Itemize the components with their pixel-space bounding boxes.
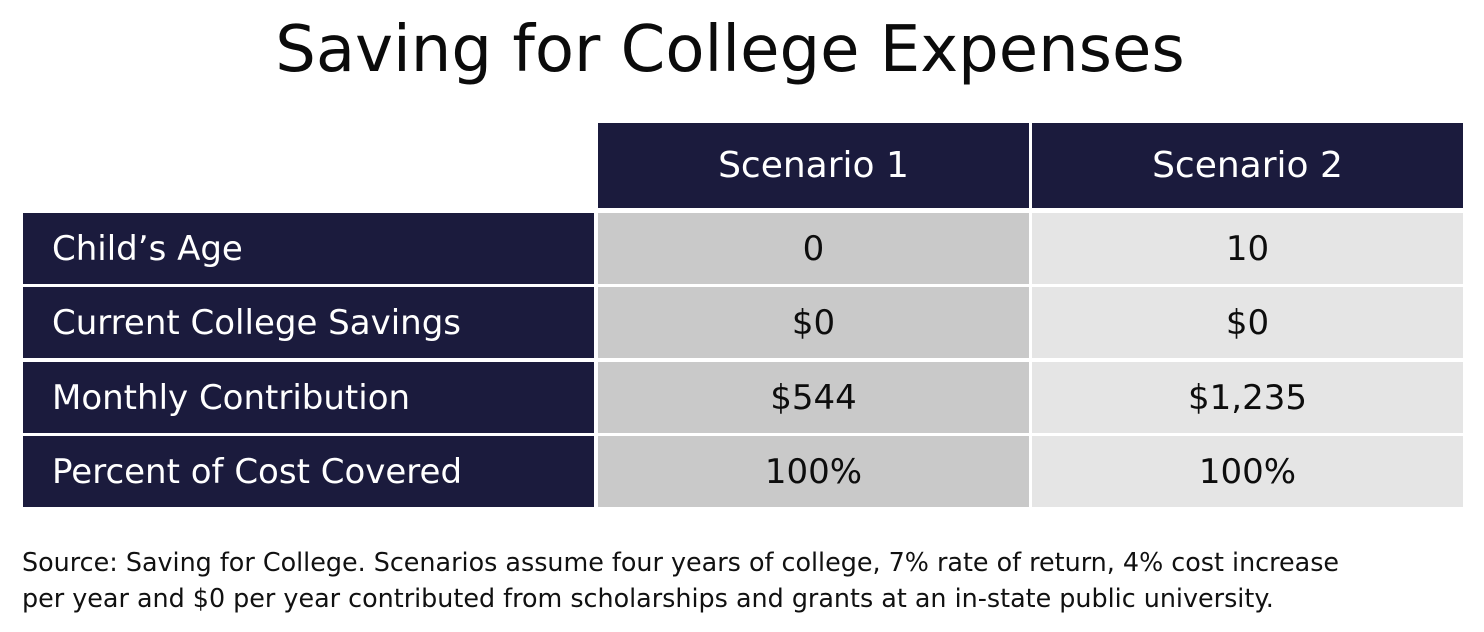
table-cell-row-4-scenario-2: 100% [1032, 436, 1463, 507]
table-cell-row-2-scenario-1: $0 [598, 287, 1029, 358]
row-label-4: Percent of Cost Covered [23, 436, 594, 507]
column-header-scenario-2: Scenario 2 [1032, 123, 1463, 208]
table-cell-row-4-scenario-1: 100% [598, 436, 1029, 507]
column-header-scenario-1: Scenario 1 [598, 123, 1029, 208]
table-cell-row-1-scenario-1: 0 [598, 213, 1029, 284]
source-footnote: Source: Saving for College. Scenarios as… [22, 544, 1472, 616]
table-cell-row-2-scenario-2: $0 [1032, 287, 1463, 358]
page-title: Saving for College Expenses [275, 13, 1185, 87]
row-label-2: Current College Savings [23, 287, 594, 358]
source-footnote-line-2: per year and $0 per year contributed fro… [22, 583, 1274, 613]
source-footnote-line-1: Source: Saving for College. Scenarios as… [22, 547, 1340, 577]
table-cell-row-3-scenario-1: $544 [598, 362, 1029, 433]
table-cell-row-1-scenario-2: 10 [1032, 213, 1463, 284]
table-cell-row-3-scenario-2: $1,235 [1032, 362, 1463, 433]
row-label-1: Child’s Age [23, 213, 594, 284]
row-label-3: Monthly Contribution [23, 362, 594, 433]
